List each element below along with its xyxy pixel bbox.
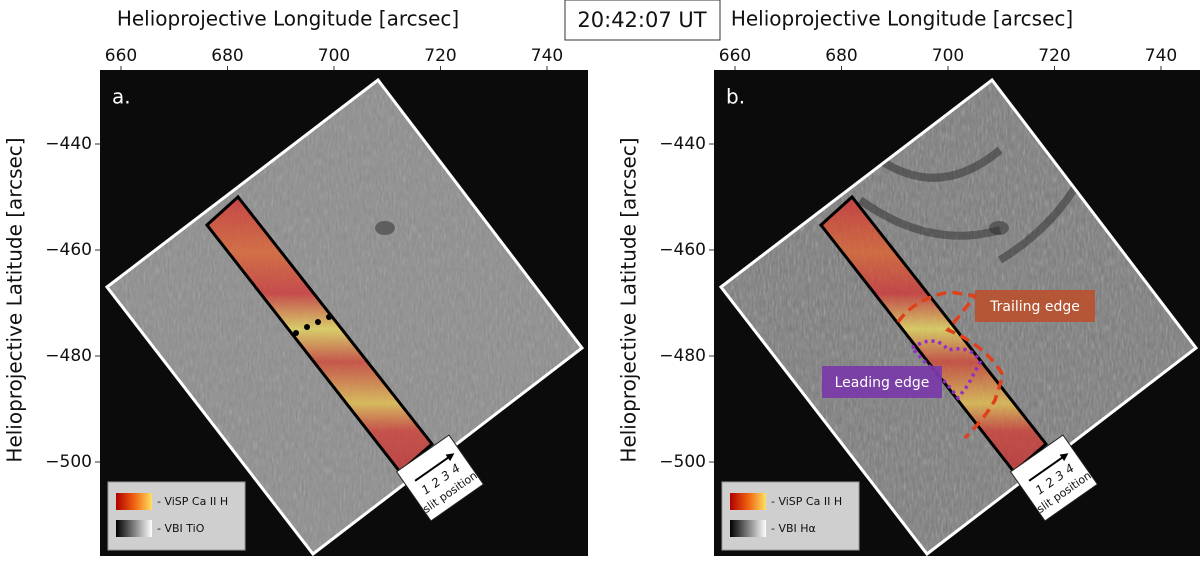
- slit-dot: [326, 314, 332, 320]
- y-tick-label: −480: [45, 346, 92, 366]
- panel-label: a.: [112, 85, 131, 109]
- y-tick-label: −460: [659, 240, 706, 260]
- image-border: [718, 77, 1199, 557]
- panel: Helioprojective Longitude [arcsec] Heliop…: [617, 7, 1200, 557]
- annotation-box: [822, 366, 942, 398]
- time-label: 20:42:07 UT: [577, 8, 706, 32]
- slit-arrow: [414, 454, 452, 482]
- slit-border: [204, 194, 435, 475]
- slit-arrowhead: [1059, 453, 1069, 462]
- panel: Helioprojective Longitude [arcsec] Heliop…: [3, 7, 588, 557]
- panel-label: b.: [726, 85, 745, 109]
- legend-label: - ViSP Ca II H: [771, 495, 842, 508]
- x-tick-label: 720: [424, 46, 456, 66]
- slit-position-box: [395, 434, 485, 522]
- x-axis-title: Helioprojective Longitude [arcsec]: [117, 7, 459, 31]
- y-tick-label: −440: [659, 134, 706, 154]
- time-box: [564, 0, 721, 41]
- x-axis-title: Helioprojective Longitude [arcsec]: [731, 7, 1073, 31]
- legend-label: - ViSP Ca II H: [157, 495, 228, 508]
- slit-overlay: [821, 197, 1046, 472]
- legend-swatch: [730, 493, 766, 510]
- legend-swatch: [116, 493, 152, 510]
- x-tick-label: 720: [1038, 46, 1070, 66]
- trailing-edge-outline: [896, 290, 1005, 440]
- legend-box: [721, 481, 860, 551]
- legend-label: - VBI Hα: [771, 522, 816, 535]
- y-axis-title: Helioprojective Latitude [arcsec]: [617, 137, 641, 462]
- legend-swatch: [116, 520, 152, 537]
- y-tick-label: −460: [45, 240, 92, 260]
- slit-arrowhead: [445, 453, 455, 462]
- y-tick-label: −500: [659, 452, 706, 472]
- pore: [375, 221, 395, 235]
- x-tick-label: 680: [825, 46, 857, 66]
- legend-label: - VBI TiO: [157, 522, 205, 535]
- dark-fibrils: [857, 146, 1084, 264]
- y-tick-label: −440: [45, 134, 92, 154]
- slit-overlay: [207, 197, 432, 472]
- slit-dot: [304, 324, 310, 330]
- legend-swatch: [730, 520, 766, 537]
- slit-border: [818, 194, 1049, 475]
- x-tick-label: 740: [1145, 46, 1177, 66]
- annotation-label: Trailing edge: [989, 299, 1080, 315]
- x-tick-label: 700: [932, 46, 964, 66]
- legend-box: [107, 481, 246, 551]
- slit-position-box: [1009, 434, 1099, 522]
- annotation-box: [975, 290, 1095, 322]
- image-border: [104, 77, 585, 557]
- x-tick-label: 680: [211, 46, 243, 66]
- x-tick-label: 700: [318, 46, 350, 66]
- slit-dot: [315, 319, 321, 325]
- annotation-label: Leading edge: [835, 375, 930, 391]
- x-tick-label: 660: [719, 46, 751, 66]
- y-tick-label: −500: [45, 452, 92, 472]
- y-axis-title: Helioprojective Latitude [arcsec]: [3, 137, 27, 462]
- y-tick-label: −480: [659, 346, 706, 366]
- slit-dot: [293, 330, 299, 336]
- slit-arrow: [1028, 454, 1066, 482]
- x-tick-label: 740: [531, 46, 563, 66]
- x-tick-label: 660: [105, 46, 137, 66]
